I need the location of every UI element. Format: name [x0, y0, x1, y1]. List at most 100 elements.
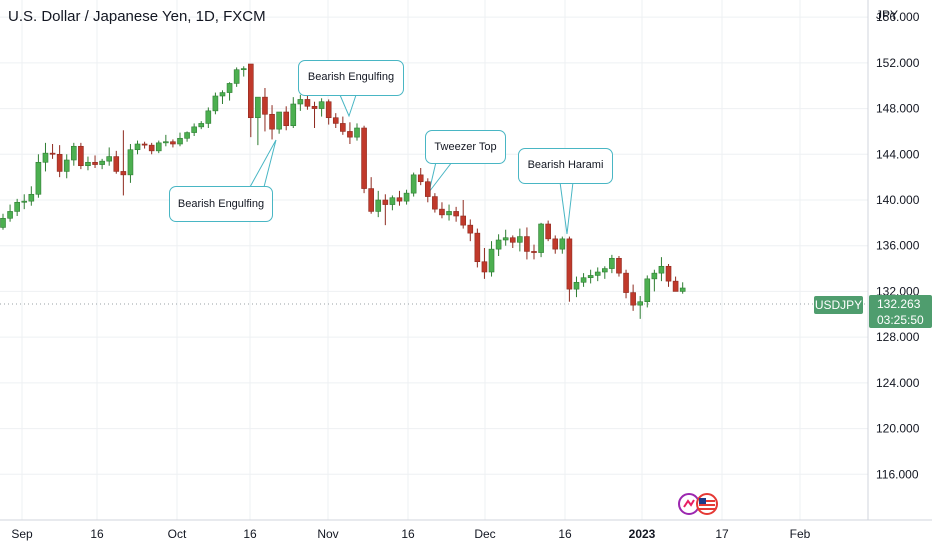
candle-body: [601, 268, 608, 273]
currency-unit-label: JPY: [876, 8, 899, 22]
time-tick-label: Nov: [317, 527, 338, 541]
candle-body: [28, 193, 35, 202]
candle-body: [354, 127, 360, 138]
horizontal-gridlines: [0, 16, 868, 475]
candle-body: [432, 196, 438, 210]
time-tick-label: 17: [715, 527, 729, 541]
candle-body: [545, 223, 551, 240]
candle-body: [403, 192, 410, 202]
candle-body: [219, 92, 226, 97]
annotation-bearish-engulfing-1[interactable]: Bearish Engulfing: [169, 186, 273, 222]
time-tick-label: 16: [90, 527, 104, 541]
annotation-bearish-engulfing-2[interactable]: Bearish Engulfing: [298, 60, 404, 96]
candle-body: [524, 236, 530, 252]
candle: [0, 213, 6, 230]
annotation-tweezer-top[interactable]: Tweezer Top: [425, 130, 506, 164]
candle-body: [396, 197, 403, 202]
candle: [14, 198, 20, 216]
candle-body: [573, 281, 580, 290]
candle: [205, 107, 212, 128]
annotation-text: Bearish Harami: [527, 159, 604, 171]
candle: [42, 142, 49, 172]
candle-body: [21, 200, 28, 203]
candle: [269, 105, 275, 140]
candle-body: [495, 239, 502, 250]
candle-body: [609, 257, 615, 269]
candle-body: [417, 174, 424, 183]
symbol-tag: USDJPY: [814, 296, 863, 314]
candle: [354, 123, 360, 141]
candle-body: [665, 265, 672, 282]
candle-body: [531, 251, 537, 253]
price-tick-label: 120.000: [876, 422, 920, 436]
candle-body: [424, 181, 431, 197]
candle: [262, 88, 268, 132]
candle: [488, 241, 495, 277]
candle: [21, 194, 28, 210]
candle: [382, 194, 389, 226]
candle-body: [233, 69, 240, 84]
candle: [566, 236, 573, 302]
candle: [7, 204, 13, 222]
candle-body: [517, 236, 523, 243]
candle: [361, 125, 367, 194]
candle-body: [644, 278, 651, 303]
candle: [78, 142, 84, 170]
annotation-text: Tweezer Top: [434, 141, 497, 153]
candle: [141, 141, 148, 149]
candle-body: [672, 280, 679, 292]
time-axis[interactable]: Sep 16 Oct 16 Nov 16 Dec 16 2023 17 Feb: [11, 527, 810, 541]
candle: [347, 122, 353, 144]
candle-body: [148, 144, 155, 152]
price-axis[interactable]: 116.000 120.000 124.000 128.000 132.000 136.0…: [876, 10, 920, 481]
candle-body: [191, 126, 197, 133]
time-tick-label: Feb: [790, 527, 811, 541]
candle: [276, 111, 282, 134]
price-tick-label: 124.000: [876, 376, 920, 390]
candle-body: [566, 238, 573, 290]
candle: [71, 142, 77, 166]
candle-body: [559, 238, 566, 250]
candle-body: [502, 237, 509, 241]
candle-body: [92, 161, 98, 165]
candle: [467, 219, 474, 242]
candle-body: [276, 111, 282, 130]
candle-body: [474, 232, 481, 263]
candle-body: [212, 95, 219, 112]
candle-body: [177, 137, 183, 145]
candle: [248, 63, 254, 138]
candle: [637, 296, 644, 319]
time-tick-label: Oct: [168, 527, 187, 541]
candle: [559, 236, 566, 254]
candle: [148, 142, 155, 155]
candle: [240, 66, 247, 77]
candle: [113, 150, 120, 174]
annotation-bearish-harami[interactable]: Bearish Harami: [518, 148, 613, 184]
price-tick-label: 136.000: [876, 239, 920, 253]
candle-body: [318, 101, 325, 109]
candle: [92, 155, 98, 168]
candle: [177, 132, 183, 147]
candle: [340, 116, 346, 135]
candle-body: [679, 287, 686, 292]
candle: [325, 99, 332, 125]
candle: [623, 269, 629, 299]
candle-body: [113, 156, 120, 172]
candle-body: [594, 271, 601, 276]
candle-body: [127, 149, 134, 176]
price-tick-label: 140.000: [876, 193, 920, 207]
vertical-gridlines: [21, 0, 801, 520]
candle: [283, 106, 290, 131]
candle: [304, 93, 311, 110]
candle: [127, 144, 134, 183]
candle: [134, 140, 141, 155]
candle: [106, 147, 112, 166]
candle-body: [481, 261, 488, 273]
candle: [410, 172, 417, 197]
candle-body: [63, 159, 70, 172]
candle: [290, 97, 297, 128]
time-tick-label: 2023: [629, 527, 656, 541]
tradingview-logo-icon[interactable]: [678, 492, 720, 516]
last-price: 132.263: [877, 297, 921, 311]
